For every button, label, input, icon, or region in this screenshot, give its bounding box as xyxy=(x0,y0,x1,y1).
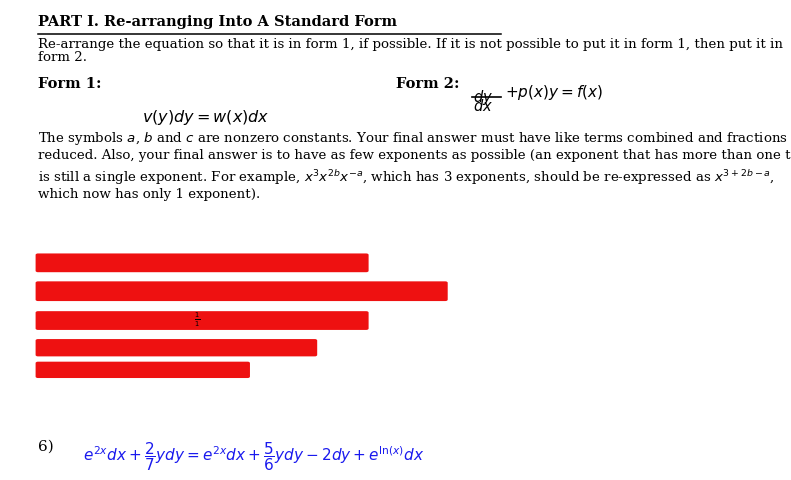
FancyBboxPatch shape xyxy=(36,254,369,273)
Text: Form 2:: Form 2: xyxy=(396,77,459,91)
Text: $+ p(x)y = f(x)$: $+ p(x)y = f(x)$ xyxy=(505,83,603,102)
FancyBboxPatch shape xyxy=(36,362,250,378)
FancyBboxPatch shape xyxy=(36,312,369,330)
Text: $v(y)dy = w(x)dx$: $v(y)dy = w(x)dx$ xyxy=(142,108,270,127)
Text: $dx$: $dx$ xyxy=(473,98,493,114)
FancyBboxPatch shape xyxy=(36,282,448,301)
Text: Form 1:: Form 1: xyxy=(38,77,101,91)
Text: reduced. Also, your final answer is to have as few exponents as possible (an exp: reduced. Also, your final answer is to h… xyxy=(38,149,791,162)
Text: form 2.: form 2. xyxy=(38,51,87,64)
Text: 6): 6) xyxy=(38,439,54,453)
Text: $\frac{1}{1}$: $\frac{1}{1}$ xyxy=(194,310,200,328)
Text: $e^{2x}dx + \dfrac{2}{7}ydy = e^{2x}dx + \dfrac{5}{6}ydy - 2dy + e^{\ln(x)}dx$: $e^{2x}dx + \dfrac{2}{7}ydy = e^{2x}dx +… xyxy=(83,439,424,472)
Text: is still a single exponent. For example, $x^3x^{2b}x^{-a}$, which has 3 exponent: is still a single exponent. For example,… xyxy=(38,168,774,187)
Text: which now has only 1 exponent).: which now has only 1 exponent). xyxy=(38,187,260,200)
FancyBboxPatch shape xyxy=(36,339,317,357)
Text: Re-arrange the equation so that it is in form 1, if possible. If it is not possi: Re-arrange the equation so that it is in… xyxy=(38,37,783,50)
Text: PART I. Re-arranging Into A Standard Form: PART I. Re-arranging Into A Standard For… xyxy=(38,15,397,29)
Text: The symbols $a$, $b$ and $c$ are nonzero constants. Your final answer must have : The symbols $a$, $b$ and $c$ are nonzero… xyxy=(38,130,788,146)
Text: $dy$: $dy$ xyxy=(473,87,493,107)
